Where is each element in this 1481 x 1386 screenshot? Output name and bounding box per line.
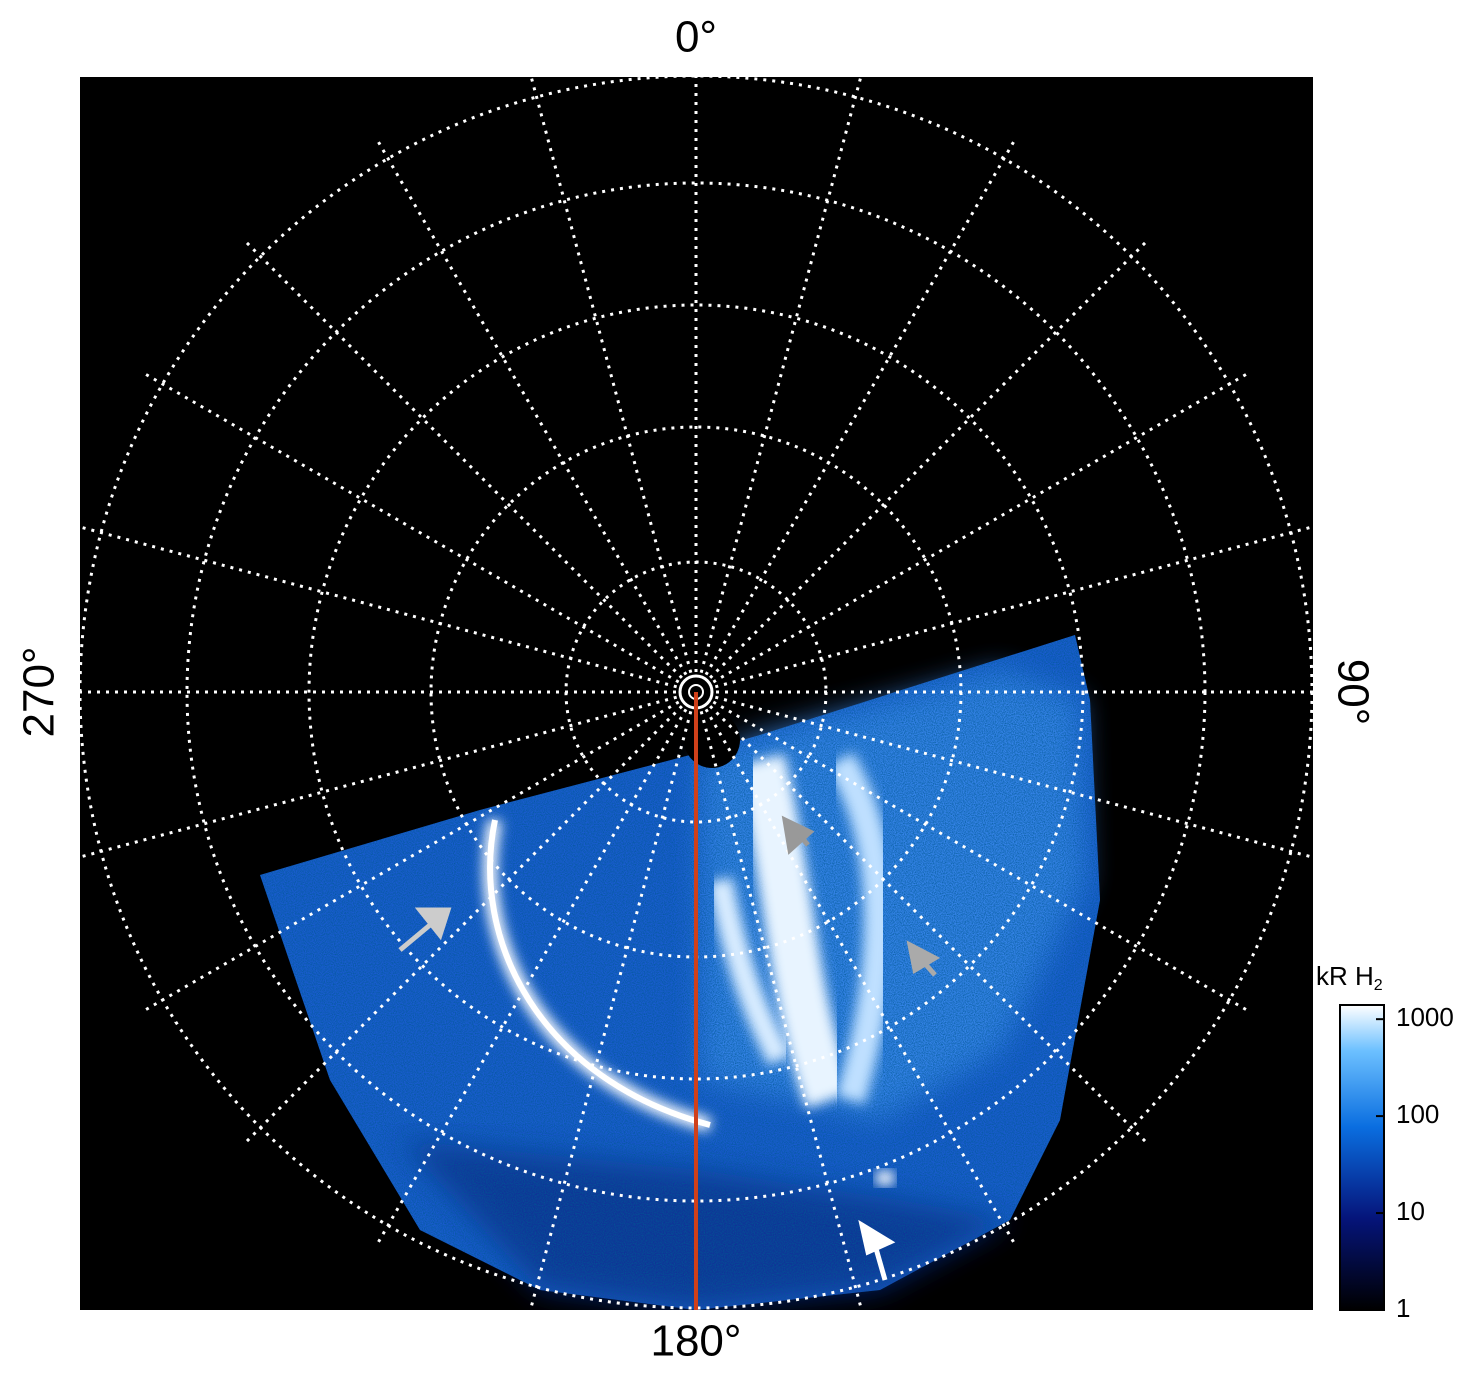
angle-label: 0°	[675, 13, 717, 62]
colorbar-tick-label: 1000	[1396, 1002, 1454, 1032]
polar-emission	[735, 753, 854, 1109]
polar-emission	[707, 877, 792, 1066]
footprint	[875, 1170, 895, 1186]
angle-label: 90°	[1328, 659, 1377, 726]
colorbar	[1339, 1004, 1385, 1311]
colorbar-title-text: kR H	[1316, 961, 1374, 991]
main-oval-core	[487, 819, 711, 1128]
angle-label: 180°	[650, 1317, 741, 1366]
angle-label: 270°	[15, 646, 64, 737]
colorbar-title: kR H2	[1316, 961, 1383, 994]
colorbar-tick-label: 1	[1396, 1293, 1410, 1323]
colorbar-tick-label: 10	[1396, 1196, 1425, 1226]
noise-texture	[260, 635, 1100, 1310]
colorbar-title-subscript: 2	[1374, 977, 1383, 994]
polar-emission	[827, 752, 894, 1105]
arrow	[398, 907, 452, 952]
arrow	[781, 815, 815, 855]
arrow	[906, 940, 941, 977]
colorbar-tick-label: 100	[1396, 1099, 1439, 1129]
arrows	[398, 815, 941, 1281]
arrow	[858, 1219, 896, 1281]
pole-gap	[684, 712, 740, 768]
latitude-circle	[307, 303, 1085, 1081]
aurora-image	[260, 635, 1100, 1310]
